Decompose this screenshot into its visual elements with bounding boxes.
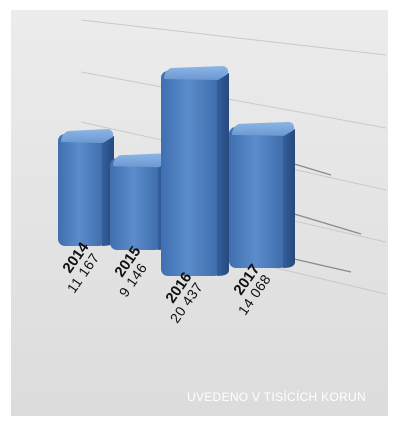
chart-panel: 2014 11 167 2015 9 146 2016 20 437 2017 14 068 … (11, 10, 388, 416)
bar-top (164, 66, 229, 80)
bar-front (110, 158, 162, 250)
bar-top (61, 128, 114, 143)
bar-front (161, 71, 221, 276)
bar-2016 (161, 66, 229, 276)
bar-2014 (58, 128, 114, 246)
gridline (80, 71, 387, 129)
bar-top (113, 153, 170, 168)
gridline (80, 19, 387, 56)
bars (58, 66, 295, 276)
bar-front (229, 126, 287, 268)
bar-2017 (229, 121, 295, 268)
bar-side (283, 128, 295, 268)
bar-side (217, 73, 229, 276)
bar-top (232, 121, 295, 136)
bar-front (58, 133, 106, 246)
units-footnote: UVEDENO V TISÍCÍCH KORUN (186, 390, 366, 404)
